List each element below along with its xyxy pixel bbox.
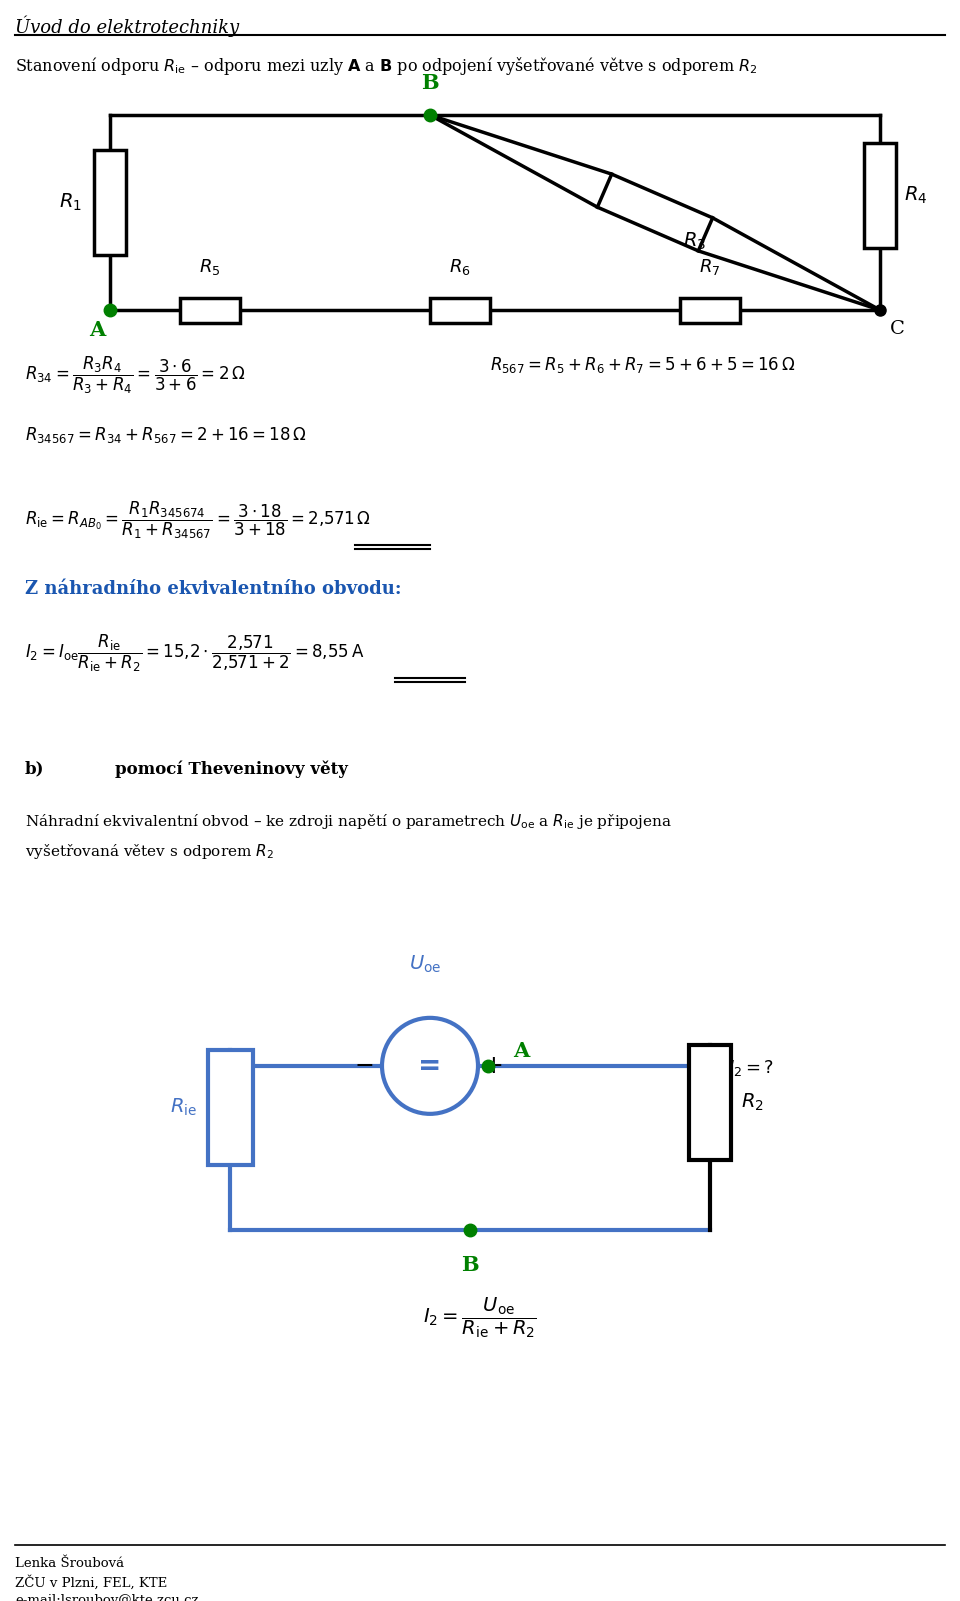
Text: e-mail:lsroubov@kte.zcu.cz: e-mail:lsroubov@kte.zcu.cz (15, 1593, 199, 1601)
Text: Z náhradního ekvivalentního obvodu:: Z náhradního ekvivalentního obvodu: (25, 580, 401, 599)
Text: Náhradní ekvivalentní obvod – ke zdroji napětí o parametrech $U_{\rm oe}$ a $R_{: Náhradní ekvivalentní obvod – ke zdroji … (25, 812, 672, 831)
Bar (94, 150, 126, 255)
Text: $I_2 = \dfrac{U_{\rm oe}}{R_{\rm ie}+R_2}$: $I_2 = \dfrac{U_{\rm oe}}{R_{\rm ie}+R_2… (423, 1295, 537, 1340)
Bar (207, 1050, 252, 1166)
Text: ZČU v Plzni, FEL, KTE: ZČU v Plzni, FEL, KTE (15, 1575, 167, 1590)
Text: $R_{\rm ie} = R_{AB_0} = \dfrac{R_1 R_{345674}}{R_1 + R_{34567}} = \dfrac{3 \cdo: $R_{\rm ie} = R_{AB_0} = \dfrac{R_1 R_{3… (25, 500, 371, 541)
Bar (180, 298, 240, 322)
Text: B: B (461, 1255, 479, 1274)
Text: $R_6$: $R_6$ (449, 258, 470, 277)
Text: Stanovení odporu $R_{\rm ie}$ – odporu mezi uzly $\mathbf{A}$ a $\mathbf{B}$ po : Stanovení odporu $R_{\rm ie}$ – odporu m… (15, 54, 757, 77)
Bar (430, 298, 490, 322)
Text: $I_2{=}?$: $I_2{=}?$ (728, 1058, 774, 1077)
Text: $U_{\rm oe}$: $U_{\rm oe}$ (409, 954, 442, 975)
Text: $R_2$: $R_2$ (741, 1092, 764, 1113)
Circle shape (382, 1018, 478, 1114)
Text: $I_2 = I_{\rm oe} \dfrac{R_{\rm ie}}{R_{\rm ie}+R_2} = 15{,}2 \cdot \dfrac{2{,}5: $I_2 = I_{\rm oe} \dfrac{R_{\rm ie}}{R_{… (25, 632, 364, 674)
Text: +: + (483, 1053, 503, 1077)
Text: $R_5$: $R_5$ (200, 258, 221, 277)
Text: $R_7$: $R_7$ (699, 258, 721, 277)
Text: A: A (513, 1041, 529, 1061)
Text: $R_3$: $R_3$ (683, 231, 707, 251)
Text: pomocí Theveninovy věty: pomocí Theveninovy věty (115, 760, 348, 778)
Text: $R_{\rm ie}$: $R_{\rm ie}$ (171, 1097, 198, 1117)
Bar (680, 298, 740, 322)
Text: C: C (890, 320, 905, 338)
Text: =: = (419, 1052, 442, 1079)
Text: A: A (88, 320, 105, 339)
Text: $R_4$: $R_4$ (904, 184, 927, 207)
Text: B: B (421, 74, 439, 93)
Bar (689, 1045, 731, 1161)
Text: $R_{34} = \dfrac{R_3 R_4}{R_3 + R_4} = \dfrac{3 \cdot 6}{3+6} = 2\,\Omega$: $R_{34} = \dfrac{R_3 R_4}{R_3 + R_4} = \… (25, 355, 246, 395)
Polygon shape (597, 175, 712, 251)
Text: vyšetřovaná větev s odporem $R_2$: vyšetřovaná větev s odporem $R_2$ (25, 842, 274, 861)
Text: $R_1$: $R_1$ (60, 192, 82, 213)
Text: b): b) (25, 760, 44, 776)
Bar (864, 142, 896, 248)
Text: $R_{34567} = R_{34} + R_{567} = 2+16 = 18\,\Omega$: $R_{34567} = R_{34} + R_{567} = 2+16 = 1… (25, 424, 307, 445)
Text: Úvod do elektrotechniky: Úvod do elektrotechniky (15, 14, 239, 37)
Text: −: − (354, 1053, 374, 1077)
Text: $R_{567} = R_5 + R_6 + R_7 = 5+6+5 = 16\,\Omega$: $R_{567} = R_5 + R_6 + R_7 = 5+6+5 = 16\… (490, 355, 795, 375)
Text: Lenka Šroubová: Lenka Šroubová (15, 1558, 124, 1571)
